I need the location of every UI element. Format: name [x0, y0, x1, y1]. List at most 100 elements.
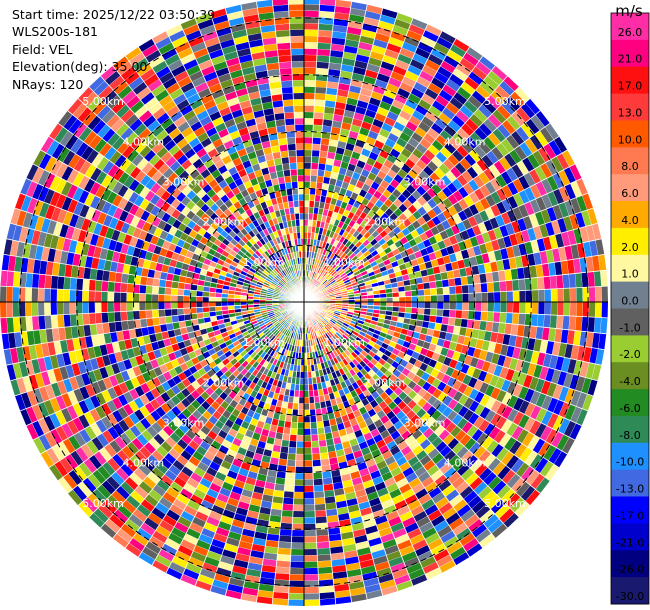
range-gate [316, 274, 322, 281]
range-gate [391, 315, 398, 322]
range-gate [328, 308, 335, 312]
range-gate [250, 320, 258, 326]
range-gate [345, 315, 353, 321]
range-gate [333, 410, 342, 419]
range-gate [457, 382, 468, 394]
range-gate [564, 199, 576, 216]
range-gate [325, 284, 332, 290]
range-gate [411, 461, 424, 472]
range-gate [202, 296, 209, 302]
range-gate [275, 346, 281, 353]
range-gate [335, 322, 342, 329]
range-gate [576, 195, 588, 212]
range-gate [335, 179, 344, 188]
range-gate [344, 556, 360, 565]
range-gate [399, 461, 411, 472]
range-gate [272, 358, 279, 366]
range-gate [520, 485, 536, 502]
range-gate [350, 320, 358, 326]
range-gate [304, 74, 316, 81]
range-gate [321, 125, 332, 133]
range-gate [442, 406, 453, 418]
range-gate [311, 447, 320, 454]
range-gate [439, 445, 452, 458]
range-gate [256, 473, 268, 482]
range-gate [329, 252, 335, 260]
range-gate [87, 473, 102, 489]
range-gate [335, 416, 344, 425]
range-gate [278, 317, 285, 322]
range-gate [333, 333, 340, 340]
range-gate [316, 421, 324, 428]
range-gate [347, 412, 356, 421]
range-gate [355, 54, 370, 64]
range-gate [399, 110, 412, 121]
range-gate [434, 117, 448, 130]
range-gate [478, 141, 491, 155]
range-gate [339, 525, 353, 534]
range-gate [57, 289, 64, 302]
range-gate [224, 433, 235, 444]
range-gate [535, 326, 544, 340]
range-gate [483, 136, 496, 151]
range-gate [215, 297, 222, 302]
range-gate [534, 378, 545, 393]
range-gate [492, 271, 500, 283]
range-gate [351, 118, 363, 127]
range-gate [346, 259, 354, 266]
range-gate [363, 381, 372, 390]
range-gate [542, 353, 552, 368]
range-gate [278, 354, 284, 362]
range-gate [37, 402, 50, 418]
range-gate [164, 294, 171, 302]
range-gate [337, 330, 344, 336]
range-gate [319, 321, 324, 328]
range-gate [518, 313, 526, 326]
range-gate [229, 491, 242, 501]
range-gate [501, 451, 515, 466]
range-gate [373, 343, 381, 351]
range-gate [524, 187, 536, 202]
range-gate [431, 183, 442, 195]
range-gate [447, 437, 460, 450]
range-gate [434, 233, 443, 243]
range-gate [404, 556, 420, 569]
range-gate [319, 598, 336, 606]
range-gate [412, 393, 423, 404]
range-gate [423, 314, 430, 322]
range-gate [315, 266, 320, 273]
range-gate [463, 409, 474, 422]
range-gate [491, 523, 508, 539]
range-gate [81, 348, 90, 361]
range-gate [453, 551, 470, 566]
range-gate [478, 419, 490, 433]
range-gate [320, 138, 330, 146]
range-gate [366, 4, 383, 15]
range-gate [259, 373, 267, 381]
range-gate [466, 543, 483, 557]
range-gate [32, 315, 40, 331]
range-gate [373, 354, 381, 362]
range-gate [464, 437, 477, 451]
range-gate [487, 341, 496, 353]
range-gate [269, 515, 282, 523]
range-gate [383, 420, 394, 430]
range-gate [102, 354, 111, 367]
range-gate [298, 397, 304, 404]
range-gate [304, 504, 315, 511]
range-gate [244, 429, 254, 438]
range-gate [529, 453, 543, 470]
range-gate [514, 335, 523, 349]
range-gate [423, 282, 430, 290]
range-gate [543, 314, 551, 328]
range-gate [71, 325, 79, 339]
range-gate [454, 429, 467, 442]
range-gate [350, 593, 368, 603]
range-gate [331, 430, 341, 439]
range-gate [437, 240, 446, 250]
range-gate [120, 311, 128, 322]
range-gate [405, 121, 418, 132]
range-gate [132, 346, 142, 357]
range-gate [108, 271, 116, 283]
range-gate [581, 377, 592, 394]
